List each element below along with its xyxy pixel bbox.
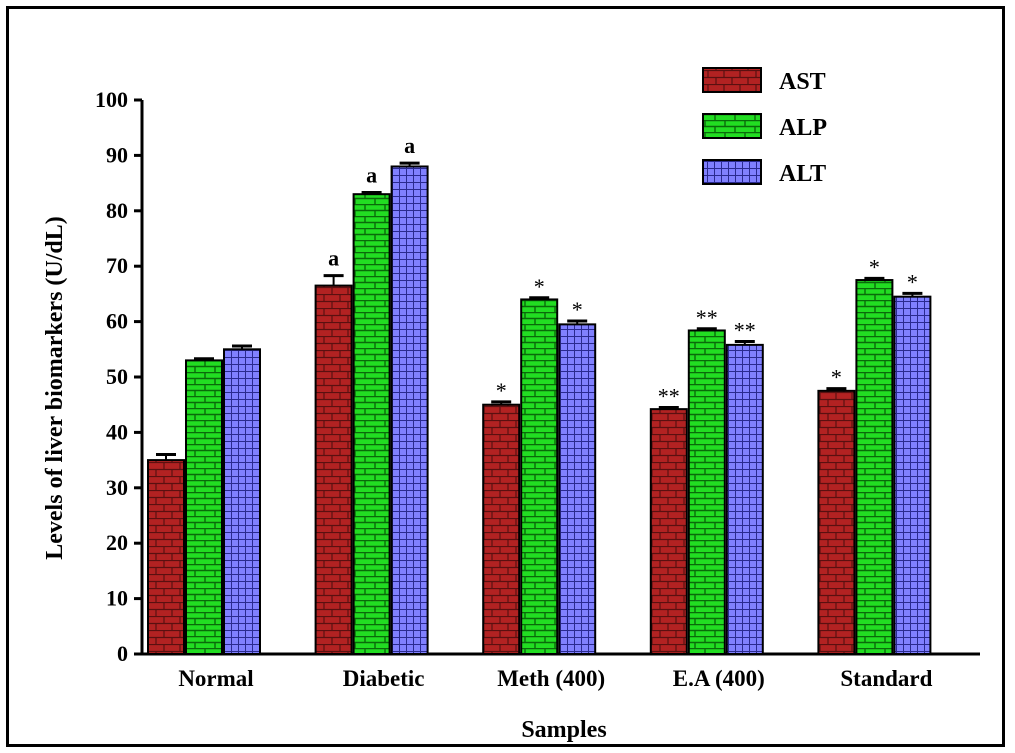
bar-ast-e-a-400 bbox=[649, 408, 688, 655]
annotation-ast-meth-400: * bbox=[496, 378, 507, 403]
x-axis-title: Samples bbox=[521, 717, 606, 743]
y-tick-label: 70 bbox=[106, 253, 128, 278]
bar-ast-meth-400 bbox=[482, 403, 521, 656]
annotation-ast-standard: * bbox=[831, 365, 842, 390]
legend: AST ALP ALT bbox=[702, 67, 827, 187]
y-tick-label: 10 bbox=[106, 586, 128, 611]
annotation-alp-standard: * bbox=[869, 254, 880, 279]
y-tick-label: 20 bbox=[106, 530, 128, 555]
y-tick-label: 40 bbox=[106, 419, 128, 444]
legend-label-alp: ALP bbox=[779, 115, 827, 141]
x-tick-label-standard: Standard bbox=[840, 666, 932, 691]
bar-ast-standard bbox=[817, 389, 856, 655]
bar-alt-standard bbox=[893, 295, 932, 655]
y-tick-label: 90 bbox=[106, 142, 128, 167]
bar-alp-e-a-400 bbox=[687, 329, 726, 655]
legend-swatch-ast bbox=[702, 67, 762, 93]
bar-alp-standard bbox=[855, 279, 894, 655]
annotation-alp-diabetic: a bbox=[366, 163, 377, 188]
y-tick-label: 80 bbox=[106, 198, 128, 223]
bar-annotations: aaa************ bbox=[328, 133, 918, 408]
annotation-alt-diabetic: a bbox=[404, 133, 415, 158]
x-tick-label-normal: Normal bbox=[178, 666, 253, 691]
bar-alp-diabetic bbox=[352, 193, 391, 655]
bar-alt-e-a-400 bbox=[725, 343, 764, 655]
bar-alt-meth-400 bbox=[558, 323, 597, 655]
bar-alt-diabetic bbox=[390, 165, 429, 655]
bar-alp-meth-400 bbox=[520, 298, 559, 655]
bar-alt-normal bbox=[223, 348, 261, 655]
x-tick-label-meth-400: Meth (400) bbox=[497, 666, 605, 691]
bar-ast-diabetic bbox=[314, 284, 353, 655]
annotation-alt-e-a-400: ** bbox=[734, 318, 756, 343]
annotation-alp-e-a-400: ** bbox=[696, 305, 718, 330]
legend-swatch-alt bbox=[702, 159, 762, 185]
x-tick-label-diabetic: Diabetic bbox=[343, 666, 425, 691]
annotation-alt-standard: * bbox=[907, 269, 918, 294]
bars bbox=[147, 161, 932, 656]
x-axis: Normal Diabetic Meth (400) E.A (400) Standar… bbox=[141, 652, 980, 691]
bar-ast-normal bbox=[147, 459, 185, 655]
y-axis-title: Levels of liver biomarkers (U/dL) bbox=[42, 216, 68, 560]
annotation-alp-meth-400: * bbox=[534, 274, 545, 299]
annotation-alt-meth-400: * bbox=[572, 297, 583, 322]
y-tick-label: 30 bbox=[106, 475, 128, 500]
legend-label-ast: AST bbox=[779, 69, 826, 95]
legend-label-alt: ALT bbox=[779, 161, 826, 187]
y-tick-label: 50 bbox=[106, 364, 128, 389]
annotation-ast-diabetic: a bbox=[328, 246, 339, 271]
legend-swatch-alp bbox=[702, 113, 762, 139]
y-tick-label: 0 bbox=[117, 641, 128, 666]
bar-alp-normal bbox=[185, 359, 223, 655]
x-tick-label-e-a-400: E.A (400) bbox=[673, 666, 765, 691]
y-tick-label: 100 bbox=[95, 87, 128, 112]
annotation-ast-e-a-400: ** bbox=[658, 383, 680, 408]
y-axis: 0 10 20 30 40 50 60 70 80 90 100 bbox=[95, 87, 144, 666]
y-tick-label: 60 bbox=[106, 309, 128, 334]
